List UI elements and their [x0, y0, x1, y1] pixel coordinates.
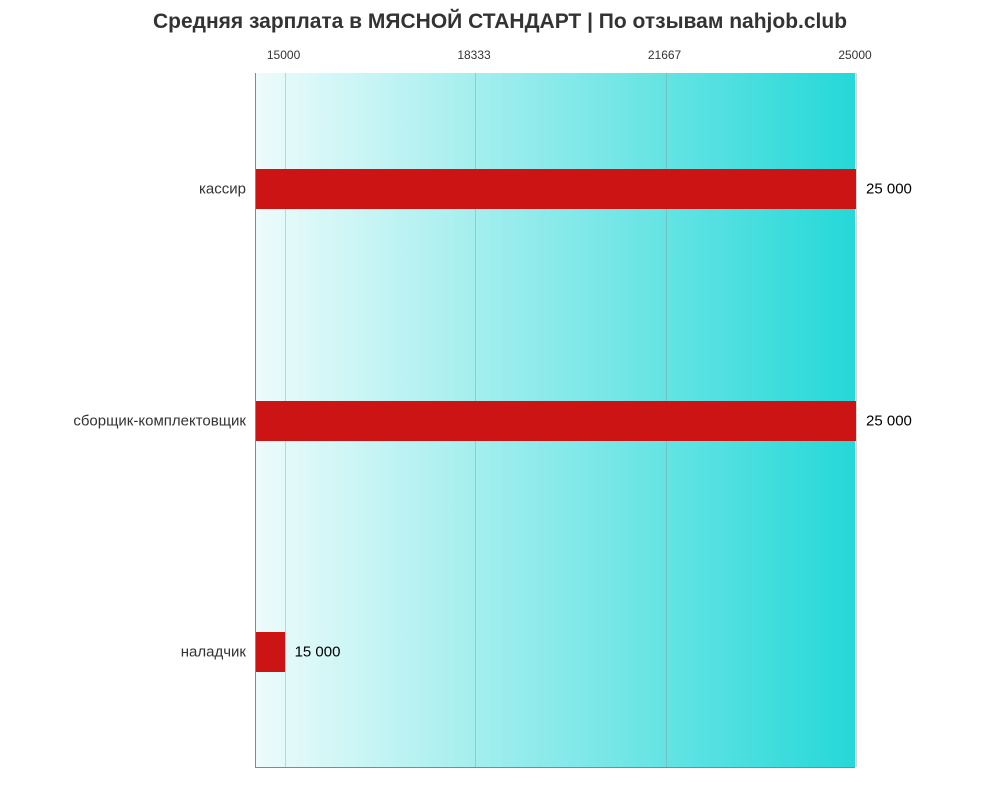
bar-row: сборщик-комплектовщик25 000: [256, 401, 855, 441]
x-tick-label: 25000: [838, 48, 871, 62]
bar: [256, 632, 285, 672]
x-axis-ticks: 15000183332166725000: [255, 48, 855, 73]
value-label: 25 000: [856, 180, 912, 197]
chart-title: Средняя зарплата в МЯСНОЙ СТАНДАРТ | По …: [0, 0, 1000, 42]
category-label: кассир: [199, 180, 256, 197]
x-tick-label: 15000: [267, 48, 300, 62]
bar: [256, 401, 856, 441]
bar-row: наладчик15 000: [256, 632, 855, 672]
category-label: наладчик: [181, 644, 256, 661]
value-label: 15 000: [285, 644, 341, 661]
category-label: сборщик-комплектовщик: [73, 412, 256, 429]
x-tick-label: 21667: [648, 48, 681, 62]
value-label: 25 000: [856, 412, 912, 429]
plot-area: кассир25 000 сборщик-комплектовщик25 000 н…: [255, 73, 855, 768]
bar: [256, 169, 856, 209]
x-tick-label: 18333: [457, 48, 490, 62]
chart-area: 15000 18333 21667 25000 кассир25 000 сборщик…: [255, 48, 1000, 768]
bar-row: кассир25 000: [256, 169, 855, 209]
